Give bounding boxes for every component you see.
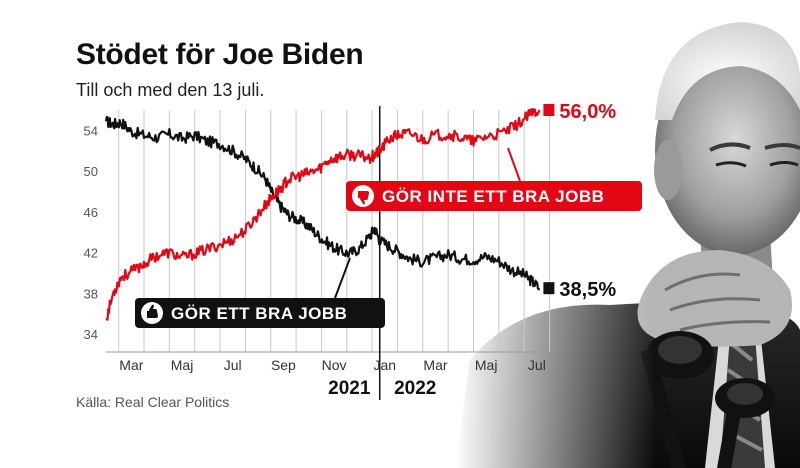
y-tick-label: 34 xyxy=(84,327,98,342)
x-tick-label: Mar xyxy=(423,357,447,373)
y-tick-label: 50 xyxy=(84,164,98,179)
x-tick-label: Mar xyxy=(119,357,143,373)
x-tick-label: Nov xyxy=(322,357,347,373)
x-tick-label: Jul xyxy=(528,357,546,373)
y-tick-label: 38 xyxy=(84,286,98,301)
x-tick-label: Jan xyxy=(374,357,397,373)
chart-subtitle: Till och med den 13 juli. xyxy=(76,80,265,100)
approve-series-line xyxy=(104,116,541,291)
person-photo xyxy=(455,0,800,468)
x-tick-label: Maj xyxy=(171,357,194,373)
callout-leader xyxy=(507,147,521,182)
chart-title: Stödet för Joe Biden xyxy=(76,38,364,71)
x-tick-label: Maj xyxy=(475,357,498,373)
x-tick-label: Jul xyxy=(224,357,242,373)
y-tick-label: 46 xyxy=(84,205,98,220)
series-end-marker xyxy=(543,282,555,295)
callout-box xyxy=(135,298,385,328)
chart-series: 38,5% 56,0% xyxy=(104,101,616,321)
thumbs-down-glyph xyxy=(358,191,369,205)
year-label: 2022 xyxy=(394,378,436,399)
source-note: Källa: Real Clear Politics xyxy=(76,394,230,410)
year-label: 2021 xyxy=(328,378,371,399)
y-tick-label: 42 xyxy=(84,246,98,261)
series-end-label: 56,0% xyxy=(559,101,616,123)
callout-label: GÖR INTE ETT BRA JOBB xyxy=(382,187,604,206)
series-end-marker xyxy=(543,104,555,116)
chart-callouts: GÖR ETT BRA JOBB GÖR INTE ETT BRA JOBB xyxy=(135,147,642,328)
callout-leader xyxy=(334,257,351,299)
callout-label: GÖR ETT BRA JOBB xyxy=(171,304,347,323)
y-tick-label: 54 xyxy=(84,123,98,138)
callout-box xyxy=(346,181,642,211)
x-tick-label: Sep xyxy=(271,357,296,373)
disapprove-callout: GÖR INTE ETT BRA JOBB xyxy=(346,147,642,211)
series-end-label: 38,5% xyxy=(559,279,616,301)
thumbs-up-glyph xyxy=(147,304,158,318)
disapprove-series-line xyxy=(105,108,541,321)
approve-callout: GÖR ETT BRA JOBB xyxy=(135,257,385,328)
chart-axes: 34 38 42 46 50 54 Mar Maj Jul Sep Nov Jan Mar Maj Jul 2… xyxy=(84,123,546,399)
